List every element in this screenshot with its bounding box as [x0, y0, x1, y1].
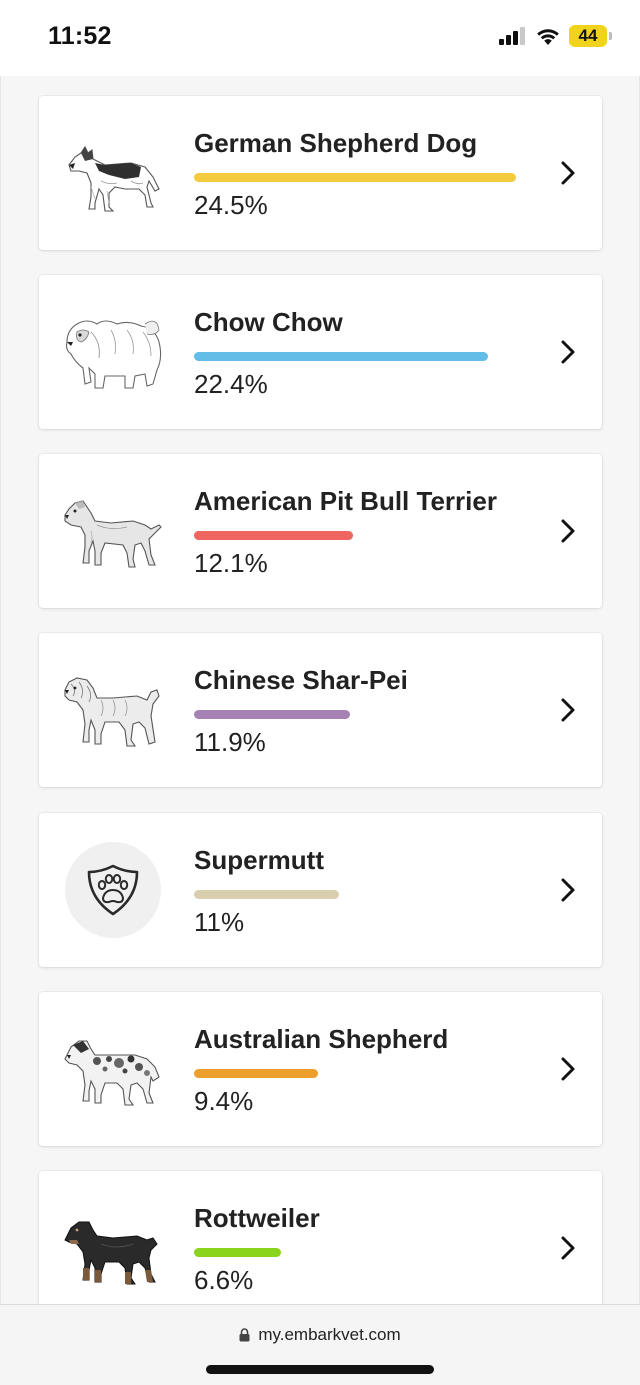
cellular-signal-icon	[499, 27, 525, 45]
url-text[interactable]: my.embarkvet.com	[258, 1325, 401, 1344]
battery-icon: 44	[569, 25, 612, 47]
breed-card-german-shepherd[interactable]: German Shepherd Dog 24.5%	[39, 96, 602, 250]
breed-name: Supermutt	[194, 845, 324, 875]
chevron-right-icon[interactable]	[560, 518, 576, 544]
chevron-right-icon[interactable]	[560, 877, 576, 903]
breed-name: Chinese Shar-Pei	[194, 665, 408, 695]
battery-level: 44	[569, 25, 607, 47]
breed-percentage: 9.4%	[194, 1086, 254, 1116]
breed-percentage: 11.9%	[194, 727, 266, 757]
breed-card-chinese-shar-pei[interactable]: Chinese Shar-Pei 11.9%	[39, 633, 602, 787]
breed-name: Chow Chow	[194, 307, 343, 337]
shar-pei-illustration	[64, 677, 160, 747]
breed-percentage-bar	[194, 1069, 318, 1078]
breed-card-american-pit-bull-terrier[interactable]: American Pit Bull Terrier 12.1%	[39, 454, 602, 608]
breed-percentage-bar	[194, 890, 339, 899]
breed-name: Australian Shepherd	[194, 1024, 449, 1054]
breed-percentage: 12.1%	[194, 548, 268, 578]
paw-badge	[65, 842, 161, 938]
breed-name: German Shepherd Dog	[194, 128, 478, 158]
chevron-right-icon[interactable]	[560, 697, 576, 723]
chevron-right-icon[interactable]	[560, 160, 576, 186]
breed-percentage: 11%	[194, 907, 245, 937]
breed-card-australian-shepherd[interactable]: Australian Shepherd 9.4%	[39, 992, 602, 1146]
chow-chow-illustration	[65, 320, 162, 389]
breed-name: Rottweiler	[194, 1203, 320, 1233]
chevron-right-icon[interactable]	[560, 1235, 576, 1261]
breed-percentage: 24.5%	[194, 190, 268, 220]
paw-shield-icon	[87, 864, 139, 916]
lock-icon	[239, 1328, 250, 1342]
australian-shepherd-illustration	[64, 1040, 160, 1106]
breed-name: American Pit Bull Terrier	[194, 486, 497, 516]
pit-bull-illustration	[64, 500, 162, 568]
breed-percentage-bar	[194, 710, 350, 719]
breed-percentage-bar	[194, 173, 516, 182]
breed-card-supermutt[interactable]: Supermutt 11%	[39, 813, 602, 967]
chevron-right-icon[interactable]	[560, 1056, 576, 1082]
breed-percentage-bar	[194, 352, 488, 361]
rottweiler-illustration	[64, 1221, 158, 1285]
german-shepherd-illustration	[68, 145, 160, 212]
status-icons: 44	[499, 25, 612, 47]
breed-percentage-bar	[194, 531, 353, 540]
breed-percentage-bar	[194, 1248, 281, 1257]
wifi-icon	[537, 29, 559, 45]
status-time: 11:52	[48, 22, 112, 50]
browser-url-bar[interactable]: my.embarkvet.com	[0, 1304, 640, 1385]
breed-card-chow-chow[interactable]: Chow Chow 22.4%	[39, 275, 602, 429]
home-indicator[interactable]	[206, 1365, 434, 1374]
chevron-right-icon[interactable]	[560, 339, 576, 365]
url-row[interactable]: my.embarkvet.com	[0, 1325, 640, 1345]
breed-percentage: 22.4%	[194, 369, 268, 399]
breed-card-rottweiler[interactable]: Rottweiler 6.6%	[39, 1171, 602, 1304]
status-bar: 11:52 44	[0, 0, 640, 76]
breed-list[interactable]: German Shepherd Dog 24.5% Chow Chow 22.4…	[0, 76, 640, 1304]
breed-percentage: 6.6%	[194, 1265, 254, 1295]
